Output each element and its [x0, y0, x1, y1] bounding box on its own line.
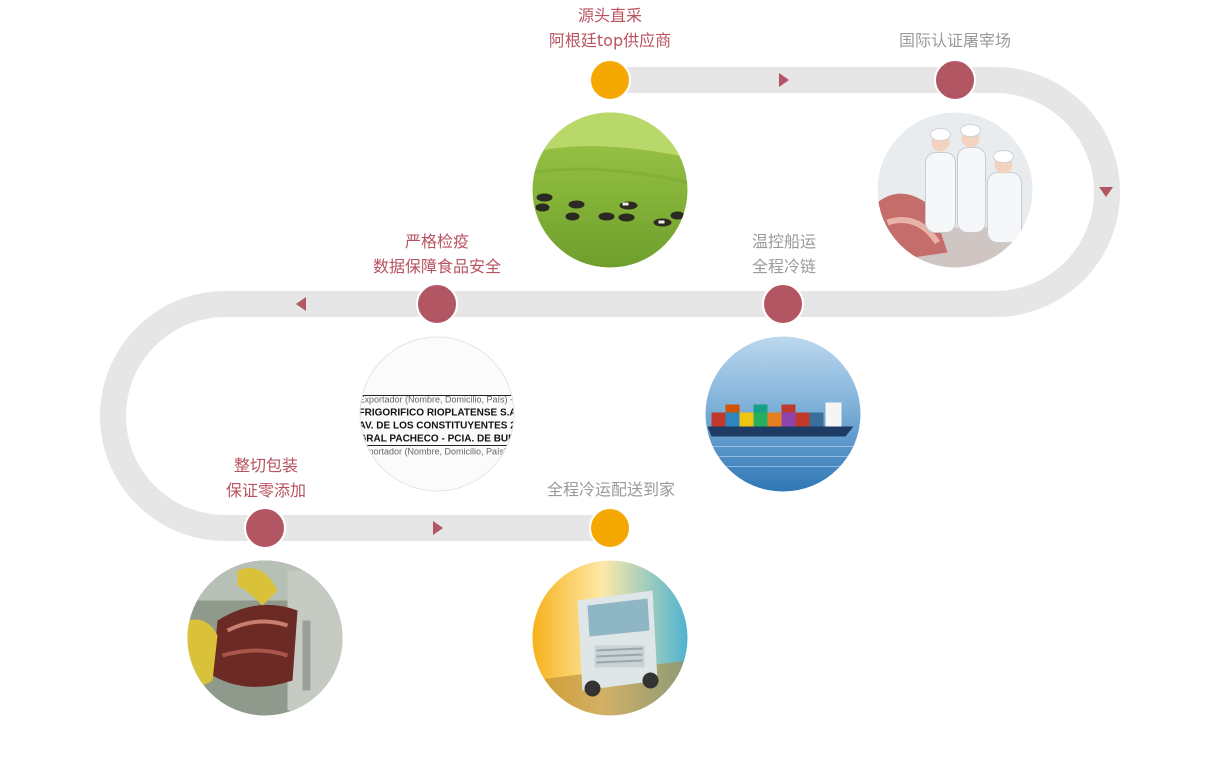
step-node-source: [589, 59, 631, 101]
direction-arrow-right-icon: [779, 73, 789, 87]
step-node-slaughter: [934, 59, 976, 101]
step-label-line: 国际认证屠宰场: [898, 31, 1012, 50]
step-node-inspection: [416, 283, 458, 325]
step-label-delivery: 全程冷运配送到家: [547, 477, 675, 502]
step-label-line: 严格检疫: [404, 232, 470, 251]
step-label-line: 整切包装: [233, 456, 299, 475]
step-label-line: 阿根廷top供应商: [548, 31, 672, 50]
step-node-delivery: [589, 507, 631, 549]
direction-arrow-right-icon: [433, 521, 443, 535]
document-line-4: GRAL PACHECO - PCIA. DE BUEN: [361, 434, 515, 445]
step-label-line: 数据保障食品安全: [372, 257, 502, 276]
cattle-pasture-photo: [532, 112, 688, 268]
direction-arrow-down-icon: [1099, 187, 1113, 197]
document-line-2: FRIGORIFICO RIOPLATENSE S.A.I.C.I.F: [361, 408, 515, 419]
step-label-slaughter: 国际认证屠宰场: [899, 28, 1011, 53]
direction-arrow-left-icon: [296, 297, 306, 311]
step-label-inspection: 严格检疫 数据保障食品安全: [373, 229, 501, 279]
track-path: [100, 67, 1120, 541]
document-line-5: Importador (Nombre, Domicilio, País) - I…: [361, 447, 515, 457]
export-label-document-photo: Exportador (Nombre, Domicilio, País) - E…: [359, 336, 515, 492]
container-ship-photo: [705, 336, 861, 492]
step-label-packaging: 整切包装 保证零添加: [226, 453, 306, 503]
step-label-source: 源头直采 阿根廷top供应商: [549, 3, 671, 53]
step-node-shipping: [762, 283, 804, 325]
delivery-truck-photo: [532, 560, 688, 716]
step-label-line: 保证零添加: [225, 481, 307, 500]
step-label-shipping: 温控船运 全程冷链: [752, 229, 816, 279]
step-label-line: 温控船运: [751, 232, 817, 251]
step-label-line: 全程冷链: [751, 257, 817, 276]
step-node-packaging: [244, 507, 286, 549]
document-line-1: Exportador (Nombre, Domicilio, País) - E…: [361, 395, 515, 405]
step-label-line: 源头直采: [577, 6, 643, 25]
slaughterhouse-workers-photo: [877, 112, 1033, 268]
document-line-3: AV. DE LOS CONSTITUYENTES 2490: [361, 421, 515, 432]
step-label-line: 全程冷运配送到家: [546, 480, 676, 499]
meat-cutting-photo: [187, 560, 343, 716]
